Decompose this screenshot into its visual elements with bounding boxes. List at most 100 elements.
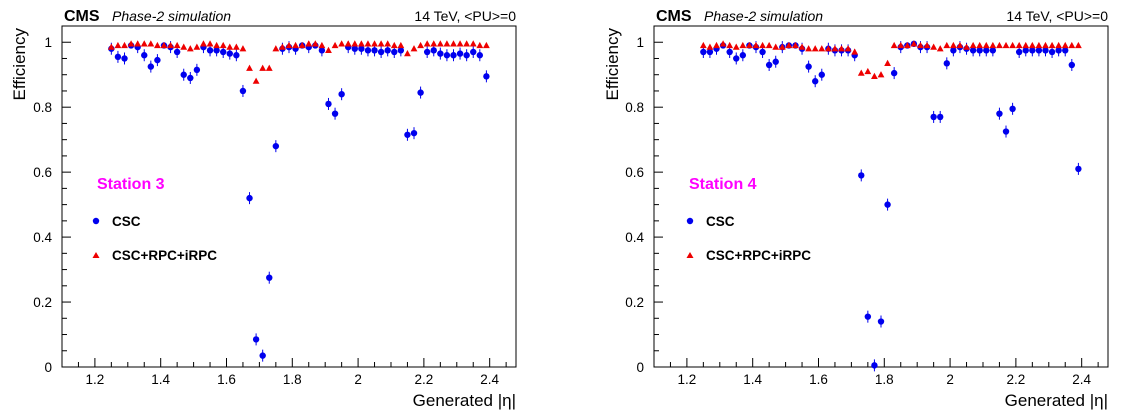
data-point-irpc bbox=[772, 43, 780, 50]
subtitle-label: Phase-2 simulation bbox=[704, 8, 823, 24]
legend: CSC CSC+RPC+iRPC bbox=[92, 214, 217, 263]
data-point-csc bbox=[1048, 48, 1056, 56]
data-point-csc bbox=[233, 52, 240, 59]
data-point-csc bbox=[437, 50, 444, 57]
data-point-csc bbox=[983, 47, 990, 54]
data-point-csc bbox=[410, 129, 418, 137]
data-point-irpc bbox=[969, 41, 977, 49]
data-point-irpc bbox=[963, 43, 970, 50]
data-point-csc bbox=[733, 55, 740, 62]
legend-label-csc: CSC bbox=[706, 214, 735, 229]
data-point-csc bbox=[726, 48, 733, 56]
data-point-irpc bbox=[357, 40, 365, 47]
data-point-irpc bbox=[410, 45, 418, 52]
data-point-csc bbox=[147, 63, 155, 70]
data-point-irpc bbox=[831, 45, 839, 52]
data-point-irpc bbox=[443, 40, 451, 47]
data-point-csc bbox=[950, 47, 957, 54]
x-tick-label: 1.6 bbox=[809, 372, 828, 387]
y-tick-label: 0 bbox=[44, 360, 52, 375]
data-point-irpc bbox=[778, 43, 786, 50]
data-point-csc bbox=[318, 47, 326, 54]
y-tick-label: 0.8 bbox=[33, 100, 52, 115]
y-tick-label: 1 bbox=[636, 35, 644, 50]
data-point-csc bbox=[930, 113, 937, 121]
legend-marker-irpc bbox=[92, 252, 100, 258]
data-point-irpc bbox=[147, 40, 155, 47]
data-point-csc bbox=[206, 47, 214, 54]
data-point-irpc bbox=[239, 45, 247, 52]
data-point-csc bbox=[377, 48, 385, 56]
data-point-csc bbox=[470, 48, 477, 56]
data-point-irpc bbox=[857, 69, 865, 76]
x-tick-label: 2.2 bbox=[414, 372, 433, 387]
y-axis-label: Efficiency bbox=[10, 28, 29, 101]
data-point-irpc bbox=[897, 41, 905, 49]
data-point-csc bbox=[877, 318, 885, 325]
data-point-csc bbox=[818, 71, 825, 78]
data-point-irpc bbox=[956, 41, 964, 49]
data-point-csc bbox=[1002, 128, 1010, 135]
y-tick-label: 0.4 bbox=[625, 230, 644, 245]
data-point-csc bbox=[114, 53, 122, 61]
x-tick-label: 1.8 bbox=[875, 372, 894, 387]
data-point-irpc bbox=[430, 40, 438, 47]
x-tick-label: 2.2 bbox=[1006, 372, 1025, 387]
data-point-csc bbox=[884, 201, 891, 208]
data-point-csc bbox=[226, 50, 233, 57]
data-point-csc bbox=[187, 74, 194, 82]
data-point-irpc bbox=[417, 41, 424, 49]
data-point-csc bbox=[759, 48, 766, 56]
data-point-irpc bbox=[186, 45, 194, 52]
data-point-csc bbox=[1035, 47, 1043, 54]
energy-label: 14 TeV, <PU>=0 bbox=[1006, 8, 1108, 24]
y-tick-label: 0.2 bbox=[625, 295, 644, 310]
y-tick-label: 0.4 bbox=[33, 230, 52, 245]
data-point-irpc bbox=[838, 45, 845, 52]
data-point-csc bbox=[404, 131, 411, 138]
data-point-csc bbox=[259, 352, 266, 359]
data-point-csc bbox=[121, 55, 128, 62]
data-point-csc bbox=[417, 89, 424, 96]
data-point-irpc bbox=[206, 40, 214, 47]
data-point-irpc bbox=[371, 40, 378, 47]
data-point-irpc bbox=[298, 41, 306, 49]
data-point-irpc bbox=[311, 40, 319, 47]
data-point-csc bbox=[338, 91, 345, 98]
data-point-irpc bbox=[305, 40, 313, 47]
data-point-irpc bbox=[456, 40, 464, 47]
data-point-csc bbox=[739, 52, 747, 59]
y-tick-label: 0.6 bbox=[625, 165, 644, 180]
data-point-irpc bbox=[469, 40, 477, 47]
data-point-csc bbox=[858, 172, 865, 179]
data-point-irpc bbox=[903, 41, 911, 49]
panel-station-4: CMS Phase-2 simulation 14 TeV, <PU>=0 Ef… bbox=[603, 8, 1109, 410]
data-point-irpc bbox=[930, 43, 938, 50]
x-tick-label: 1.4 bbox=[151, 372, 170, 387]
data-point-irpc bbox=[989, 41, 997, 49]
data-point-csc bbox=[252, 336, 260, 343]
x-tick-label: 2.4 bbox=[1072, 372, 1091, 387]
data-point-csc bbox=[706, 48, 714, 56]
legend-label-irpc: CSC+RPC+iRPC bbox=[112, 248, 217, 263]
data-point-irpc bbox=[890, 41, 898, 49]
data-point-irpc bbox=[1055, 41, 1063, 49]
data-point-irpc bbox=[739, 41, 747, 49]
x-tick-label: 1.6 bbox=[217, 372, 236, 387]
data-point-irpc bbox=[1028, 41, 1036, 49]
x-tick-label: 1.2 bbox=[678, 372, 697, 387]
plot-marks: 1.2 1.4 1.6 1.8 2 2.2 2.4 0 0.2 0.4 0.6 0.8 1 bbox=[33, 35, 507, 387]
data-point-csc bbox=[397, 47, 405, 54]
data-point-csc bbox=[364, 47, 372, 54]
data-point-irpc bbox=[351, 40, 359, 47]
data-point-csc bbox=[1009, 105, 1016, 113]
data-point-irpc bbox=[173, 41, 181, 49]
data-point-csc bbox=[1055, 47, 1062, 54]
data-point-irpc bbox=[384, 40, 392, 47]
data-point-irpc bbox=[719, 40, 727, 47]
data-point-irpc bbox=[706, 43, 714, 50]
data-point-irpc bbox=[936, 45, 944, 52]
data-point-irpc bbox=[154, 41, 161, 49]
data-point-irpc bbox=[121, 41, 128, 49]
experiment-label: CMS bbox=[64, 8, 100, 25]
